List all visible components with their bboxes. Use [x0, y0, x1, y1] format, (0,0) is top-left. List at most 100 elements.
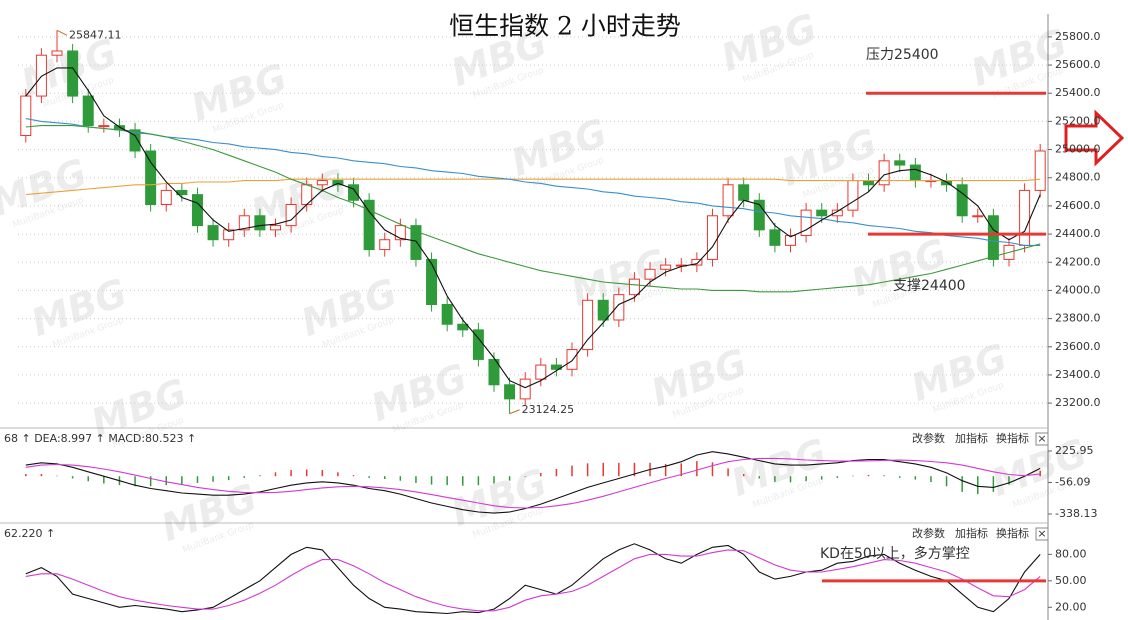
candle-body — [348, 184, 360, 201]
y-tick-label: 24000.0 — [1055, 283, 1101, 296]
candle-body — [238, 215, 250, 231]
candle-body — [628, 278, 640, 296]
y-tick-label: 25400.0 — [1055, 86, 1101, 99]
candle-body — [660, 264, 672, 270]
min-label: 23124.25 — [522, 403, 575, 416]
y-tick-label: 23600.0 — [1055, 340, 1101, 353]
candle-body — [691, 258, 703, 266]
candle-body — [722, 184, 734, 217]
candle-body — [519, 378, 531, 400]
candle-body — [706, 215, 718, 260]
y-tick-label: -56.09 — [1055, 475, 1090, 488]
toolbar-button[interactable]: 改参数 — [912, 431, 945, 445]
candle-body — [51, 50, 63, 56]
candle-body — [67, 50, 79, 97]
candle-body — [878, 160, 890, 186]
y-tick-label: 80.00 — [1055, 547, 1087, 560]
y-tick-label: -338.13 — [1055, 507, 1097, 520]
candle-body — [566, 349, 578, 370]
candle-body — [98, 125, 110, 128]
y-tick-label: 24800.0 — [1055, 171, 1101, 184]
y-tick-label: 20.00 — [1055, 600, 1087, 613]
candle-body — [160, 189, 172, 206]
candle-body — [441, 304, 453, 325]
y-tick-label: 50.00 — [1055, 574, 1087, 587]
candle-body — [191, 194, 203, 227]
extreme-pointer — [56, 29, 68, 36]
candle-body — [769, 229, 781, 246]
candle-body — [909, 164, 921, 182]
indicator-line — [25, 178, 1041, 196]
candle-body — [894, 160, 906, 166]
candle-body — [644, 268, 656, 280]
candle-body — [410, 225, 422, 260]
candle-body — [831, 209, 843, 217]
candle-body — [129, 129, 141, 152]
candle-body — [254, 215, 266, 231]
candle-body — [488, 358, 500, 386]
indicator-line — [25, 67, 1041, 389]
candle-body — [504, 384, 516, 400]
candle-body — [35, 54, 47, 97]
candle-body — [426, 258, 438, 306]
y-tick-label: 24600.0 — [1055, 199, 1101, 212]
y-tick-label: 25000.0 — [1055, 143, 1101, 156]
candle-body — [816, 209, 828, 217]
candle-body — [785, 234, 796, 246]
candle-body — [285, 204, 297, 227]
candle-body — [379, 239, 391, 251]
close-box — [1035, 527, 1049, 541]
candle-body — [1034, 150, 1046, 191]
y-tick-label: 23200.0 — [1055, 396, 1101, 409]
toolbar-button[interactable]: 换指标 — [996, 431, 1029, 445]
candle-body — [332, 180, 344, 186]
indicator-header: 62.220 ↑ — [4, 527, 55, 540]
max-label: 25847.11 — [69, 28, 122, 41]
indicator-line — [25, 549, 1041, 612]
annotation: 支撑24400 — [893, 278, 966, 294]
toolbar-button[interactable]: × — [1037, 432, 1046, 445]
indicator-line — [25, 118, 1041, 246]
y-tick-label: 23800.0 — [1055, 312, 1101, 325]
annotation: KD在50以上，多方掌控 — [820, 545, 970, 562]
y-tick-label: 23400.0 — [1055, 368, 1101, 381]
close-box — [1035, 432, 1049, 446]
candle-body — [145, 150, 157, 206]
candle-body — [597, 299, 609, 321]
candle-body — [753, 199, 765, 231]
indicator-header: 68 ↑ DEA:8.997 ↑ MACD:80.523 ↑ — [4, 432, 196, 445]
chart-title: 恒生指数 2 小时走势 — [449, 12, 681, 41]
candle-body — [613, 294, 625, 321]
toolbar-button[interactable]: 加指标 — [955, 431, 988, 445]
indicator-line — [25, 451, 1041, 514]
candle-body — [582, 299, 594, 351]
candle-body — [863, 180, 875, 186]
candle-body — [987, 215, 999, 260]
candle-body — [535, 364, 547, 380]
y-tick-label: 25800.0 — [1055, 30, 1101, 43]
toolbar-button[interactable]: 换指标 — [996, 526, 1029, 540]
candle-body — [956, 184, 968, 217]
toolbar-button[interactable]: 加指标 — [955, 526, 988, 540]
candle-body — [847, 180, 859, 211]
candle-body — [394, 225, 406, 241]
toolbar-button[interactable]: 改参数 — [912, 526, 945, 540]
indicator-line — [25, 543, 1041, 615]
y-tick-label: 25200.0 — [1055, 114, 1101, 127]
arrow-icon — [1064, 109, 1125, 167]
toolbar-button[interactable]: × — [1037, 527, 1046, 540]
extreme-pointer — [509, 409, 520, 415]
candle-body — [20, 95, 32, 136]
annotation: 压力25400 — [866, 47, 939, 63]
candle-body — [270, 225, 281, 231]
candle-body — [223, 229, 235, 241]
candle-body — [800, 209, 812, 236]
y-tick-label: 24400.0 — [1055, 227, 1101, 240]
indicator-line — [25, 125, 1041, 293]
candle-body — [1019, 189, 1031, 246]
candle-body — [207, 225, 219, 241]
candle-body — [316, 180, 328, 186]
candle-body — [738, 184, 750, 201]
